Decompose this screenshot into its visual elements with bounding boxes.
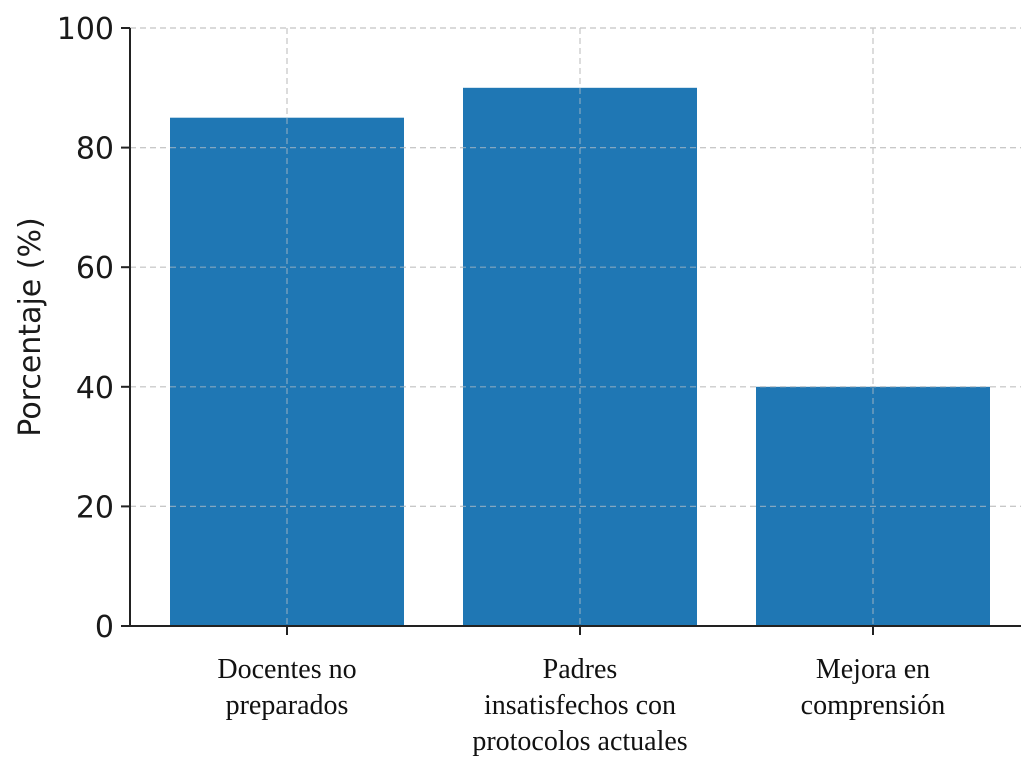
x-category-label-line: preparados [226,690,349,721]
x-category-label: Docentes no preparados [217,654,356,721]
y-tick-label: 80 [76,132,114,167]
y-tick-label: 40 [76,371,114,406]
x-category-label: Mejora en comprensión [801,654,946,721]
y-tick-label: 20 [76,490,114,525]
x-category-label-line: Docentes no [217,654,356,685]
axes-layer [121,27,1021,635]
x-category-label-line: protocolos actuales [472,726,687,757]
x-category-label-line: comprensión [801,690,946,721]
x-category-label: Padres insatisfechos con protocolos actual… [472,654,687,757]
x-category-label-line: Padres [543,654,618,685]
x-category-label-line: insatisfechos con [484,690,676,721]
y-tick-label: 60 [76,251,114,286]
y-tick-label: 100 [57,12,114,47]
bar [463,87,697,627]
y-axis-title: Porcentaje (%) [13,217,48,436]
bars-layer [130,27,1021,627]
x-category-label-line: Mejora en [816,654,930,685]
labels-layer: 0 20 40 60 80 100 Docentes no preparados Padres i… [57,12,946,757]
y-tick-label: 0 [95,610,114,645]
